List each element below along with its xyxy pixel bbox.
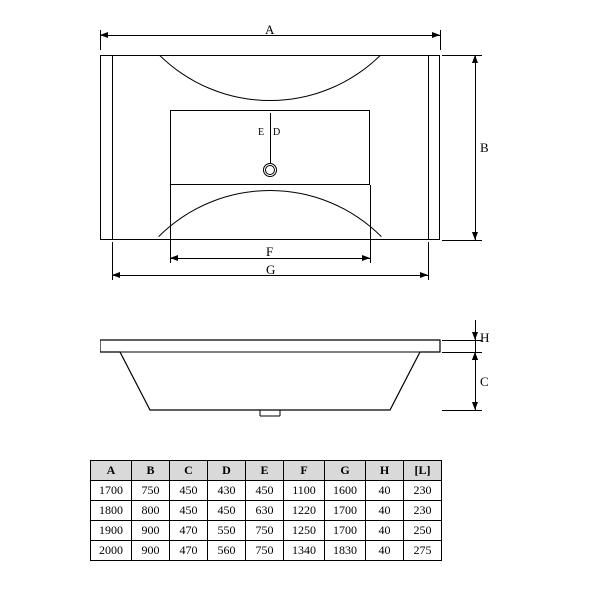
table-row: 17007504504304501100160040230 [91, 481, 442, 501]
table-cell: 1800 [91, 501, 132, 521]
table-cell: 1600 [325, 481, 366, 501]
table-cell: 1900 [91, 521, 132, 541]
tub-rim-bottom-arc [112, 190, 428, 240]
col-A: A [91, 461, 132, 481]
table-cell: 275 [404, 541, 442, 561]
table-row: 18008004504506301220170040230 [91, 501, 442, 521]
label-B: B [480, 140, 489, 156]
label-D-small: D [273, 127, 280, 138]
table-cell: 230 [404, 481, 442, 501]
label-A: A [265, 22, 274, 38]
dimensions-table: A B C D E F G H [L] 17007504504304501100… [90, 460, 442, 561]
table-cell: 550 [208, 521, 246, 541]
table-cell: 450 [208, 501, 246, 521]
table-cell: 900 [132, 521, 170, 541]
table-row: 20009004705607501340183040275 [91, 541, 442, 561]
table-body: 1700750450430450110016004023018008004504… [91, 481, 442, 561]
table-cell: 1700 [325, 521, 366, 541]
tub-rim-top-arc [112, 55, 428, 101]
table-cell: 1830 [325, 541, 366, 561]
table-cell: 40 [366, 541, 404, 561]
table-cell: 430 [208, 481, 246, 501]
table-cell: 40 [366, 501, 404, 521]
table-cell: 630 [246, 501, 284, 521]
col-L: [L] [404, 461, 442, 481]
table-cell: 1700 [91, 481, 132, 501]
table-cell: 450 [170, 501, 208, 521]
topview-drawing: D E [100, 55, 440, 240]
sideview-drawing [100, 330, 470, 420]
table-cell: 750 [132, 481, 170, 501]
label-C: C [480, 374, 489, 390]
drain-inner-circle [265, 165, 275, 175]
label-H: H [480, 330, 489, 346]
table-cell: 1340 [284, 541, 325, 561]
table-cell: 1100 [284, 481, 325, 501]
table-cell: 470 [170, 521, 208, 541]
table-cell: 450 [246, 481, 284, 501]
table-cell: 470 [170, 541, 208, 561]
table-header-row: A B C D E F G H [L] [91, 461, 442, 481]
table-cell: 1700 [325, 501, 366, 521]
table-cell: 750 [246, 541, 284, 561]
table-cell: 2000 [91, 541, 132, 561]
col-E: E [246, 461, 284, 481]
sideview-svg [100, 330, 470, 420]
table-cell: 250 [404, 521, 442, 541]
col-G: G [325, 461, 366, 481]
page: D E A B F G H C [0, 0, 600, 600]
col-C: C [170, 461, 208, 481]
table-row: 19009004705507501250170040250 [91, 521, 442, 541]
dim-B-line [475, 55, 476, 240]
label-E-small: E [258, 127, 264, 138]
col-B: B [132, 461, 170, 481]
col-H: H [366, 461, 404, 481]
label-F: F [266, 244, 273, 260]
table-cell: 1250 [284, 521, 325, 541]
table-cell: 800 [132, 501, 170, 521]
table-cell: 750 [246, 521, 284, 541]
table-cell: 40 [366, 481, 404, 501]
table-cell: 40 [366, 521, 404, 541]
col-F: F [284, 461, 325, 481]
table-cell: 560 [208, 541, 246, 561]
col-D: D [208, 461, 246, 481]
table-cell: 450 [170, 481, 208, 501]
label-G: G [266, 262, 275, 278]
table-cell: 1220 [284, 501, 325, 521]
table-cell: 900 [132, 541, 170, 561]
table-cell: 230 [404, 501, 442, 521]
